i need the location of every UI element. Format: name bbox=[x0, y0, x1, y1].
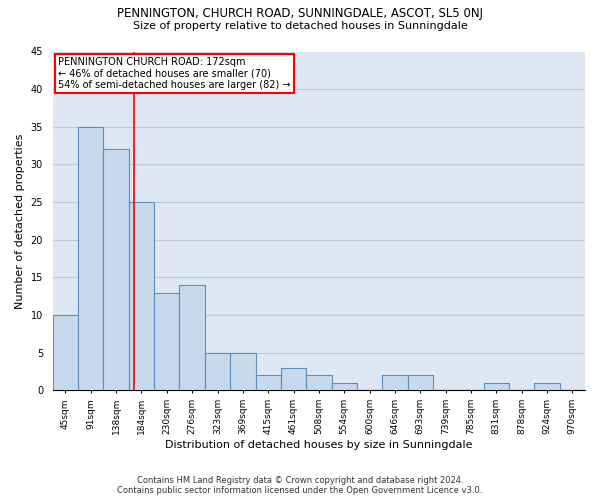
Bar bbox=[281, 368, 306, 390]
Bar bbox=[78, 127, 103, 390]
Bar bbox=[53, 315, 78, 390]
Bar bbox=[205, 353, 230, 391]
Bar bbox=[129, 202, 154, 390]
Bar bbox=[332, 383, 357, 390]
Text: Size of property relative to detached houses in Sunningdale: Size of property relative to detached ho… bbox=[133, 21, 467, 31]
Bar bbox=[256, 376, 281, 390]
Bar bbox=[535, 383, 560, 390]
Text: Contains HM Land Registry data © Crown copyright and database right 2024.
Contai: Contains HM Land Registry data © Crown c… bbox=[118, 476, 482, 495]
Text: PENNINGTON, CHURCH ROAD, SUNNINGDALE, ASCOT, SL5 0NJ: PENNINGTON, CHURCH ROAD, SUNNINGDALE, AS… bbox=[117, 8, 483, 20]
Bar bbox=[230, 353, 256, 391]
Bar bbox=[407, 376, 433, 390]
Bar bbox=[484, 383, 509, 390]
Text: PENNINGTON CHURCH ROAD: 172sqm
← 46% of detached houses are smaller (70)
54% of : PENNINGTON CHURCH ROAD: 172sqm ← 46% of … bbox=[58, 56, 290, 90]
Bar bbox=[382, 376, 407, 390]
Bar bbox=[179, 285, 205, 391]
X-axis label: Distribution of detached houses by size in Sunningdale: Distribution of detached houses by size … bbox=[165, 440, 473, 450]
Bar bbox=[154, 292, 179, 390]
Y-axis label: Number of detached properties: Number of detached properties bbox=[15, 134, 25, 308]
Bar bbox=[306, 376, 332, 390]
Bar bbox=[103, 150, 129, 390]
